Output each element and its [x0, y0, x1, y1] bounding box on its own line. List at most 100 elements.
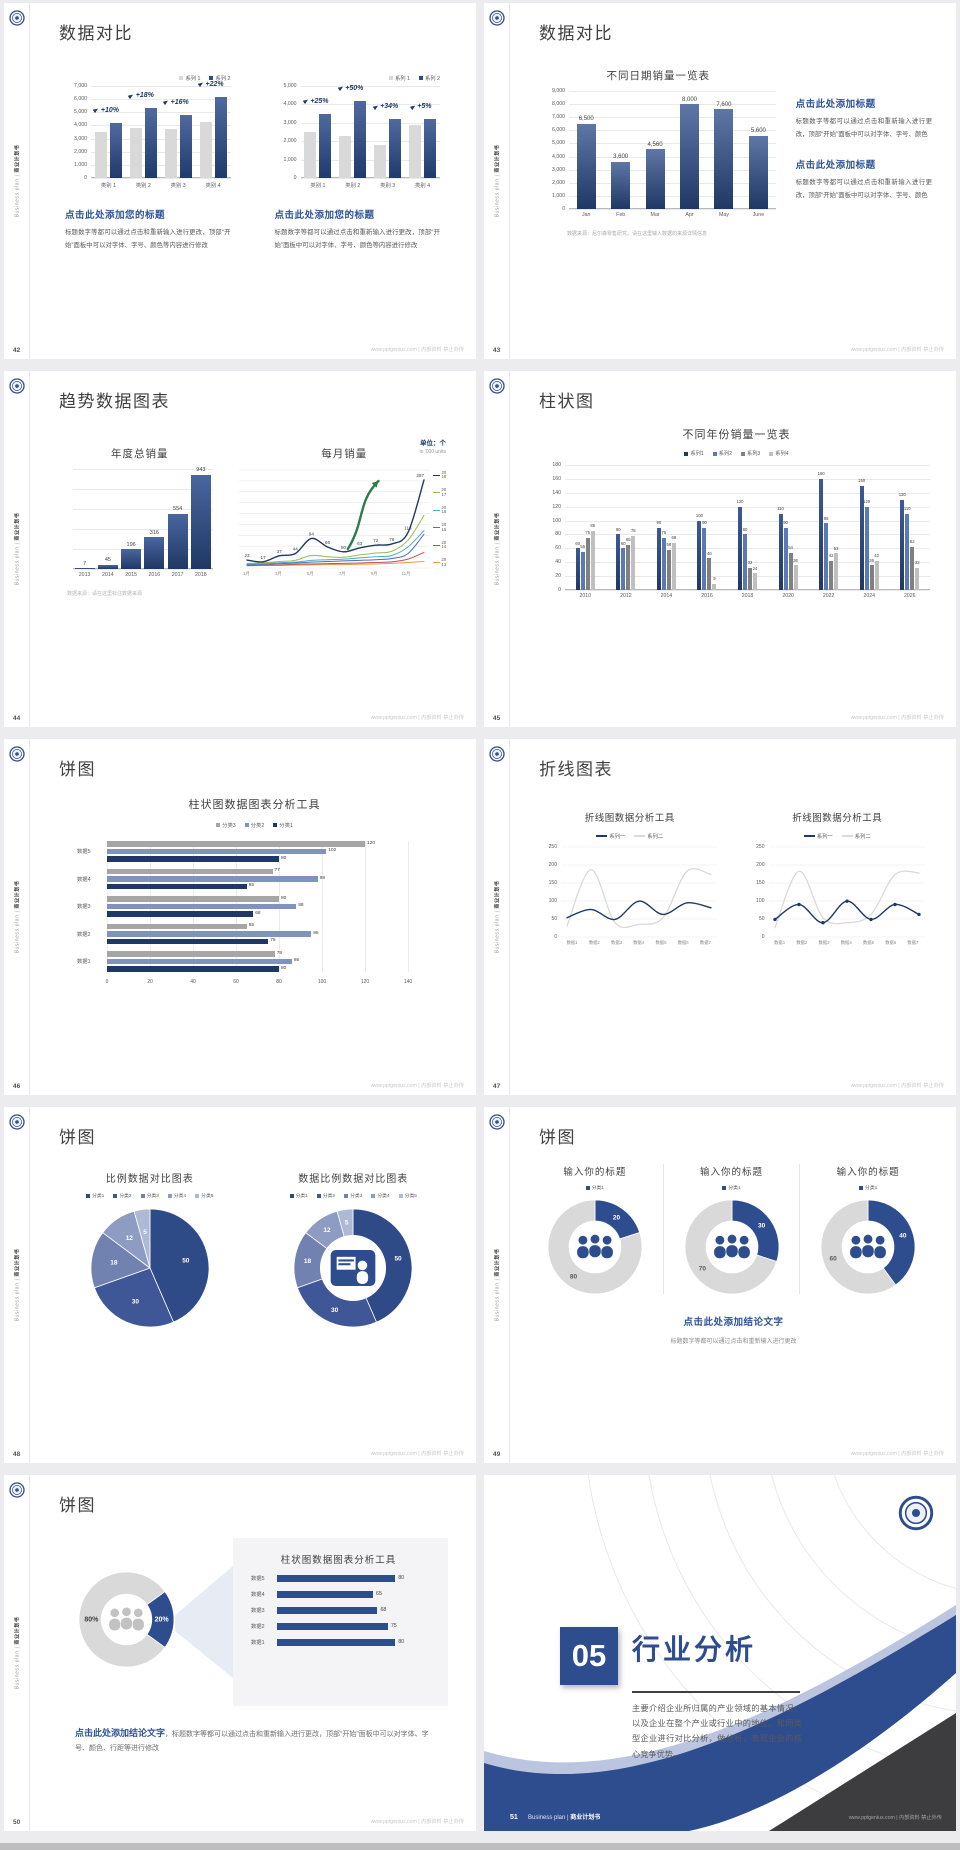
- logo-badge: [489, 746, 505, 767]
- legend-swatch: [433, 492, 440, 494]
- gridline: [91, 151, 231, 153]
- y-tick-label: 200: [548, 862, 557, 868]
- y-tick-label: 9,000: [552, 88, 565, 94]
- slide-sidebar: Business plan | 商业计划书: [484, 739, 510, 1095]
- gridline: [565, 548, 930, 550]
- legend-label: 分类2: [322, 1194, 336, 1199]
- footer-site-text: www.pptgenius.com | 内部资料 禁止外传: [370, 1451, 464, 1457]
- chart-legend: 系列1 系列2 系列3 系列4: [543, 450, 930, 457]
- legend-swatch: [398, 1193, 403, 1198]
- grouped-bar-chart-left: 系列 1 系列 2 7,000 6,000 5,000 4,000 3,000 2,000 1,…: [65, 74, 231, 189]
- legend-item: 系列二: [841, 832, 871, 840]
- bar: 554: [167, 506, 188, 569]
- svg-text:76: 76: [389, 537, 395, 542]
- x-tick-label: 数据7: [699, 940, 711, 945]
- x-tick-label: 数据4: [840, 940, 852, 945]
- legend-item: 分类1: [86, 1192, 104, 1199]
- legend-label: 分类1: [865, 1186, 878, 1191]
- x-axis: 类别 1 类别 2 类别 3 类别 4: [301, 181, 441, 189]
- x-tick-label: [414, 571, 430, 577]
- pie-figure: 50 30 18 12 5: [293, 1208, 413, 1328]
- y-tick-label: 0: [554, 934, 557, 940]
- svg-text:113: 113: [404, 526, 412, 531]
- slide-50: Business plan | 商业计划书 饼图 20% 80% 柱状图数据图表分…: [4, 1475, 476, 1831]
- svg-text:37: 37: [276, 549, 282, 554]
- legend-item: 系列一: [803, 832, 833, 840]
- bar: 68: [672, 535, 676, 590]
- gridline: [73, 469, 213, 470]
- y-tick-label: 2,000: [552, 179, 565, 186]
- growth-arrow-icon: [337, 85, 344, 92]
- value-label: 60: [620, 540, 626, 546]
- legend-label: 系列 1: [185, 76, 201, 82]
- x-tick-label: 数据3: [818, 940, 830, 945]
- bar: [339, 135, 352, 178]
- slide-43: Business plan | 商业计划书 数据对比 不同日期销量一览表 9,00…: [484, 3, 956, 359]
- bar-group: +16%: [161, 86, 196, 178]
- x-axis-line: [91, 177, 231, 178]
- bar: [129, 128, 142, 178]
- category-label: 数据1: [77, 959, 91, 966]
- growth-text: +5%: [417, 103, 432, 111]
- slide-title: 柱状图: [539, 392, 595, 411]
- legend-swatch: [769, 451, 774, 456]
- pie-figure: 30 70: [684, 1199, 779, 1295]
- value-label: 196: [126, 541, 136, 548]
- slide-48: Business plan | 商业计划书 饼图 比例数据对比图表 分类1 分类2 分…: [4, 1107, 476, 1463]
- chart-title: 不同日期销量一览表: [606, 70, 711, 82]
- x-tick-label: Apr: [685, 212, 694, 218]
- bar-group: 数据4 77 98 65: [77, 868, 408, 889]
- bar-group: 8,000: [672, 91, 706, 209]
- value-label: 62: [909, 539, 915, 545]
- gridline: [73, 489, 213, 490]
- bar: 100: [696, 513, 703, 590]
- legend-label: 分类5: [201, 1194, 214, 1199]
- value-label: 86: [293, 958, 300, 963]
- svg-text:80: 80: [570, 1274, 578, 1281]
- plot-area: +10% +18% +16% +22%: [91, 81, 231, 179]
- legend-swatch: [113, 1193, 118, 1198]
- legend-swatch: [316, 1193, 321, 1198]
- legend-label: 分类2: [250, 823, 265, 829]
- x-tick-label: June: [752, 212, 765, 218]
- x-tick-label: 60: [233, 978, 239, 985]
- bar: 24: [753, 566, 757, 590]
- x-tick-label: 类别 2: [135, 183, 151, 189]
- bar: 8,000: [680, 97, 699, 209]
- y-tick-label: 100: [548, 898, 557, 904]
- value-label: 554: [173, 506, 183, 513]
- y-tick-label: 160: [552, 475, 561, 482]
- y-tick-label: 0: [562, 206, 565, 212]
- bar-group: 90 75 58 68: [646, 465, 687, 590]
- y-tick-label: 120: [552, 503, 561, 510]
- bar-group: 5,600: [741, 91, 775, 209]
- svg-text:20%: 20%: [155, 1617, 170, 1624]
- sidebar-vertical-text: Business plan | 商业计划书: [494, 512, 501, 586]
- bar: 46: [707, 551, 712, 590]
- legend-label: 分类4: [173, 1194, 187, 1199]
- y-tick-label: 50: [551, 916, 557, 922]
- bar: 68: [277, 1606, 386, 1614]
- legend-swatch: [433, 509, 440, 511]
- x-tick-label: 2012: [620, 593, 632, 599]
- x-axis-line: [569, 208, 776, 209]
- bar: 88: [107, 903, 304, 909]
- page-number: 44: [13, 715, 21, 722]
- gridline: [300, 159, 440, 161]
- gridline: [565, 478, 930, 480]
- bar: 65: [626, 537, 631, 590]
- bar: [214, 96, 227, 178]
- legend-item: 分类1: [273, 821, 293, 829]
- value-label: 53: [833, 545, 839, 551]
- x-axis: 2010 2012 2014 2016 2018 2020 2022 2024 2026: [565, 593, 930, 599]
- plot-area: +25% +50% +34% +5%: [300, 85, 440, 179]
- slide-46: Business plan | 商业计划书 饼图 柱状图数据图表分析工具 分类3 分…: [4, 739, 476, 1095]
- horizontal-bar-chart: 柱状图数据图表分析工具 分类3 分类2 分类1 数据5 120 102 80 数据4 77 98 65…: [77, 796, 432, 987]
- x-tick-label: 80: [276, 978, 282, 985]
- sidebar-vertical-text: Business plan | 商业计划书: [14, 144, 21, 218]
- y-tick-label: 6,000: [74, 96, 87, 103]
- legend-swatch: [712, 451, 717, 456]
- x-tick-label: 类别 1: [310, 183, 326, 189]
- legend-label: 系列 1: [394, 76, 410, 82]
